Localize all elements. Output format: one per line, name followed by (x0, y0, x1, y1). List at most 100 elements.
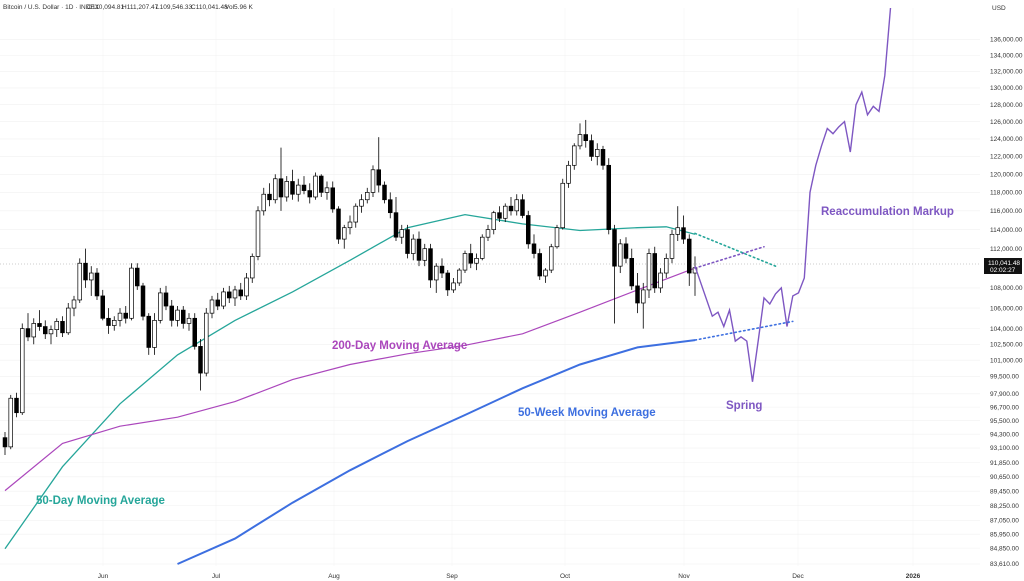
candle[interactable] (2, 431, 8, 456)
candle[interactable] (560, 178, 565, 230)
candle[interactable] (503, 203, 508, 223)
candle[interactable] (589, 134, 594, 161)
candle[interactable] (617, 239, 623, 274)
candle[interactable] (204, 308, 209, 377)
candle[interactable] (480, 234, 485, 261)
candle[interactable] (175, 306, 180, 327)
time-axis[interactable]: Jun Jul Aug Sep Oct Nov Dec 2026 (98, 573, 921, 580)
candle[interactable] (198, 339, 203, 391)
candle[interactable] (267, 183, 272, 207)
candle[interactable] (307, 183, 313, 204)
candle[interactable] (606, 158, 611, 235)
candle[interactable] (319, 174, 324, 197)
candle[interactable] (284, 176, 290, 202)
candle[interactable] (158, 287, 163, 324)
candle[interactable] (393, 196, 399, 242)
candle[interactable] (111, 316, 117, 331)
candle[interactable] (353, 203, 359, 228)
candle[interactable] (135, 263, 140, 290)
candle[interactable] (273, 174, 278, 204)
candle[interactable] (238, 282, 244, 300)
candle[interactable] (594, 143, 600, 166)
candle[interactable] (301, 176, 307, 195)
candle[interactable] (640, 282, 646, 329)
candlestick-series[interactable] (2, 119, 698, 456)
candle[interactable] (359, 194, 364, 213)
candle[interactable] (675, 206, 680, 242)
candle[interactable] (14, 392, 19, 418)
candle[interactable] (686, 234, 692, 286)
candle[interactable] (416, 231, 422, 267)
candle[interactable] (186, 313, 192, 331)
candle[interactable] (474, 253, 479, 271)
candle[interactable] (514, 194, 519, 216)
candle[interactable] (227, 285, 232, 303)
candle[interactable] (566, 160, 571, 188)
candle[interactable] (20, 323, 25, 415)
candle[interactable] (261, 187, 267, 216)
candle[interactable] (100, 289, 105, 321)
candle[interactable] (48, 325, 54, 345)
candle[interactable] (106, 308, 111, 334)
candle[interactable] (537, 248, 542, 280)
candle[interactable] (169, 299, 175, 327)
candle[interactable] (140, 282, 146, 321)
candle[interactable] (77, 258, 82, 303)
candle[interactable] (83, 248, 88, 288)
candle[interactable] (8, 394, 14, 450)
candle[interactable] (411, 234, 416, 261)
candle[interactable] (37, 310, 42, 331)
candle[interactable] (439, 258, 445, 278)
candle[interactable] (88, 266, 94, 296)
candle[interactable] (365, 187, 370, 204)
candle[interactable] (382, 181, 387, 204)
candle[interactable] (491, 210, 497, 235)
price-axis[interactable]: USD 136,000.00 134,000.00 132,000.00 130,00… (981, 0, 1024, 581)
candle[interactable] (181, 306, 186, 329)
candle[interactable] (221, 287, 226, 310)
candle[interactable] (405, 224, 410, 259)
candle[interactable] (583, 119, 588, 148)
candle[interactable] (577, 123, 583, 150)
candle[interactable] (31, 318, 37, 345)
candle[interactable] (376, 137, 382, 193)
candle[interactable] (54, 318, 59, 337)
candle[interactable] (451, 277, 456, 293)
candle[interactable] (209, 295, 215, 319)
candle[interactable] (658, 268, 663, 293)
candle[interactable] (468, 243, 474, 269)
candle[interactable] (681, 215, 686, 244)
candle[interactable] (342, 224, 347, 249)
candle[interactable] (65, 302, 71, 335)
candle[interactable] (422, 243, 428, 267)
candle[interactable] (525, 210, 531, 249)
candle[interactable] (146, 313, 152, 355)
candle[interactable] (623, 237, 629, 264)
candle[interactable] (71, 295, 77, 317)
candle[interactable] (508, 196, 514, 216)
candle[interactable] (462, 250, 468, 274)
candle[interactable] (330, 181, 336, 213)
candle[interactable] (485, 224, 491, 242)
candle[interactable] (399, 224, 405, 244)
candle[interactable] (123, 306, 128, 324)
candle[interactable] (520, 194, 525, 219)
candle[interactable] (548, 243, 554, 274)
candle[interactable] (192, 313, 198, 350)
candle[interactable] (117, 308, 123, 327)
candle[interactable] (290, 169, 295, 200)
candle[interactable] (457, 268, 462, 286)
candle[interactable] (347, 215, 353, 235)
candle[interactable] (571, 143, 577, 170)
candle[interactable] (497, 206, 502, 223)
candle[interactable] (60, 316, 65, 337)
candle[interactable] (232, 285, 238, 307)
candle[interactable] (163, 285, 169, 311)
candle[interactable] (692, 256, 698, 296)
candle[interactable] (669, 229, 675, 264)
candle[interactable] (612, 224, 617, 324)
candle[interactable] (278, 147, 284, 211)
candle[interactable] (215, 292, 221, 311)
candle[interactable] (543, 268, 548, 283)
